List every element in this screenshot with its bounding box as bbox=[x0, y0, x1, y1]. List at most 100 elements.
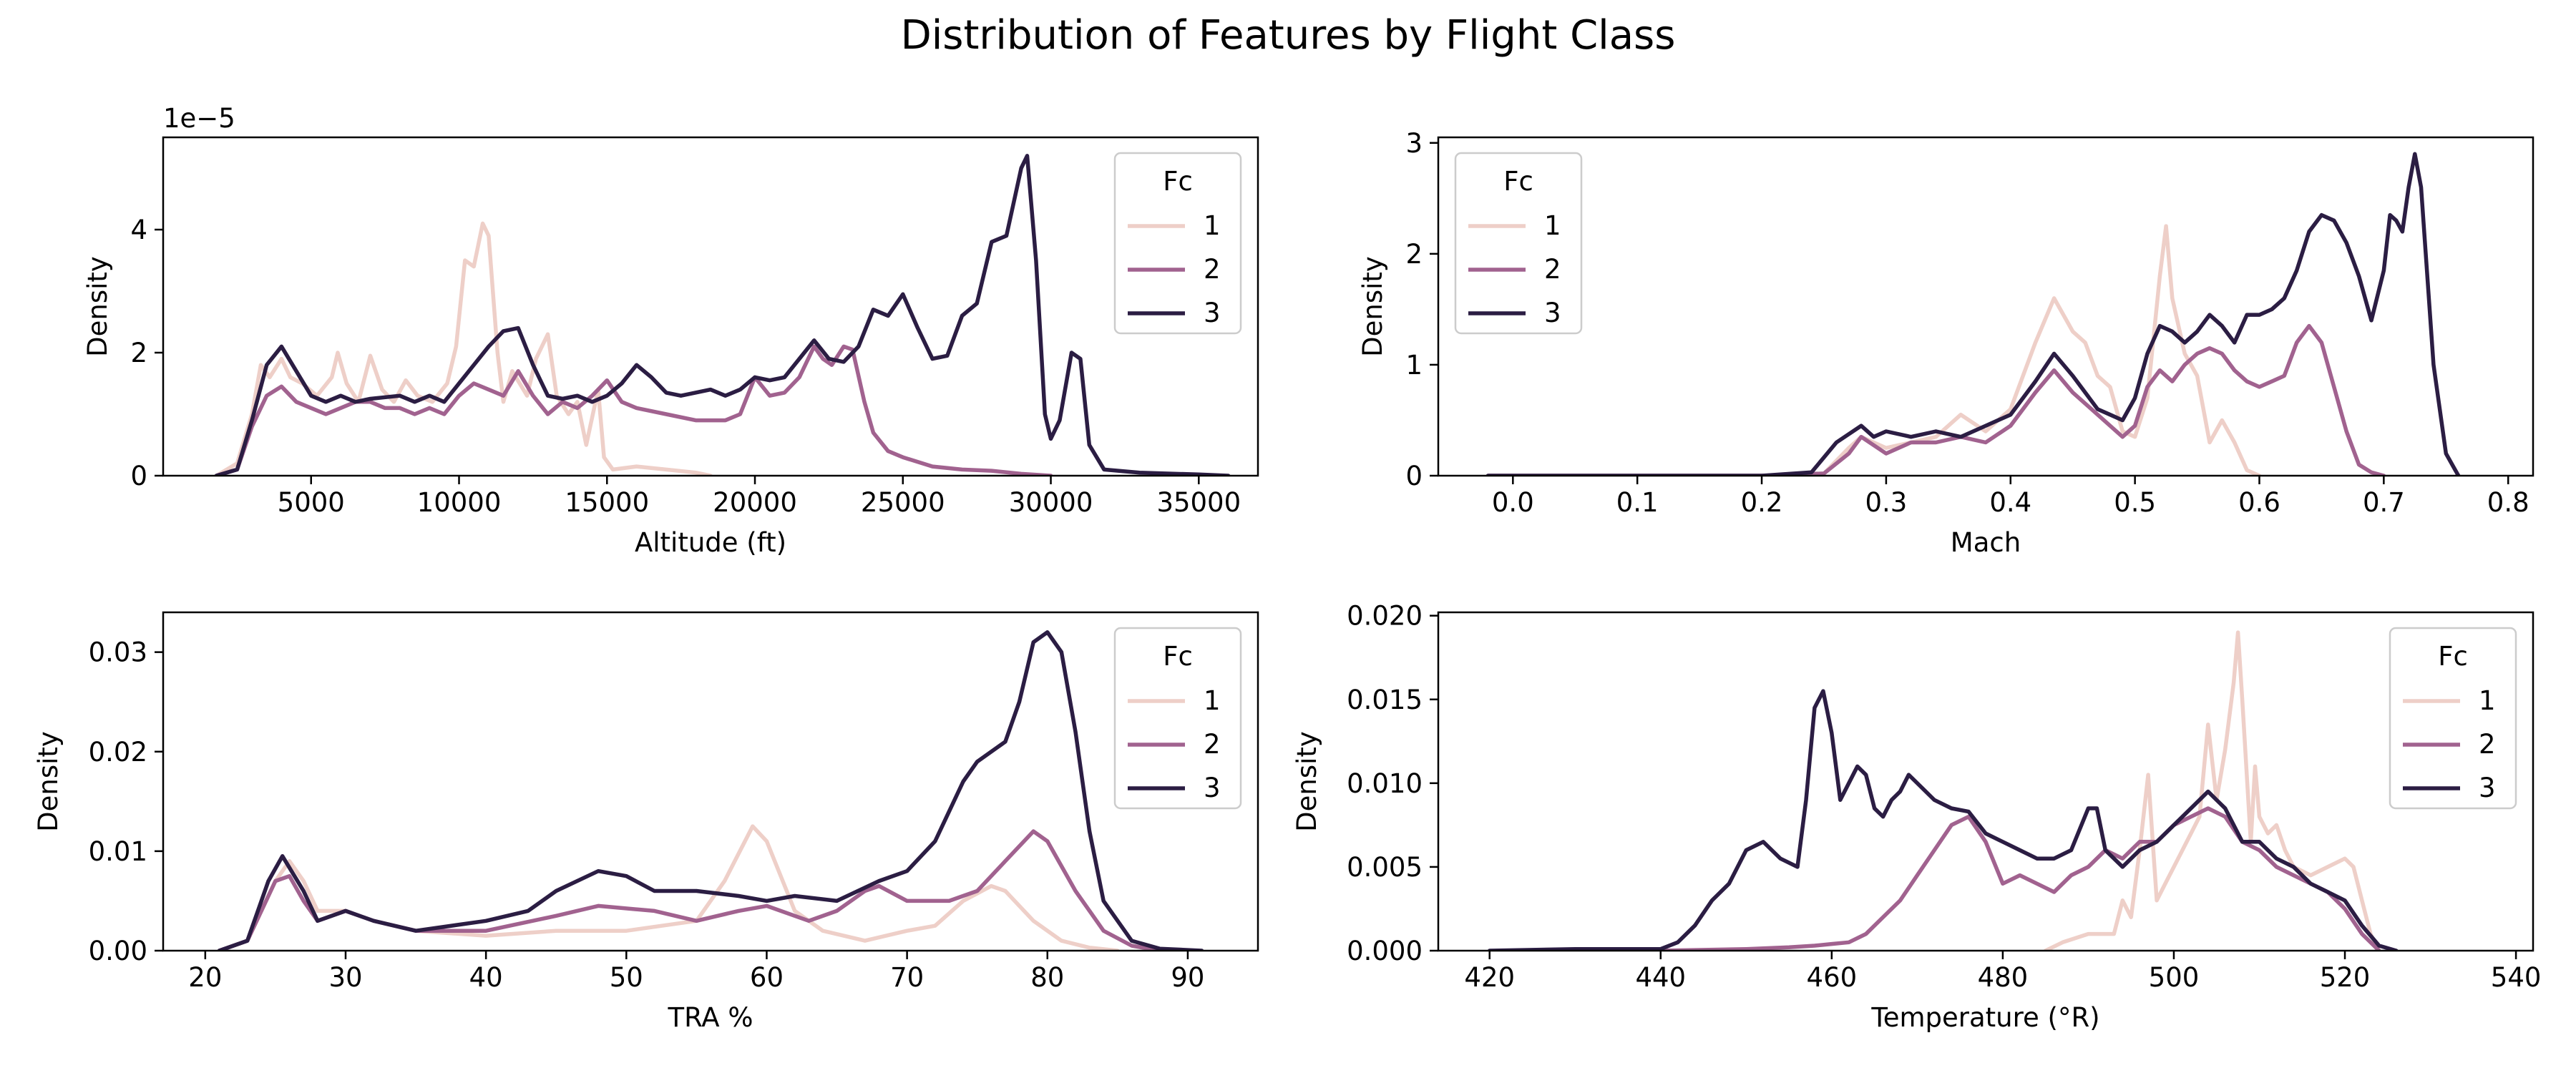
legend-label-1: 1 bbox=[1544, 210, 1561, 241]
axes-frame bbox=[162, 136, 1259, 477]
legend-label-2: 2 bbox=[1544, 254, 1561, 285]
x-tick-label: 5000 bbox=[278, 487, 345, 518]
legend-label-3: 3 bbox=[1204, 773, 1221, 803]
x-tick-label: 480 bbox=[1978, 962, 2029, 993]
axes-frame bbox=[1437, 136, 2534, 477]
x-tick-label: 30 bbox=[328, 962, 362, 993]
legend-label-3: 3 bbox=[1544, 298, 1561, 328]
y-tick-label: 0 bbox=[130, 461, 147, 491]
y-tick-label: 0.020 bbox=[1347, 601, 1423, 632]
legend: Fc 1 2 3 bbox=[1454, 152, 1583, 335]
subplot-4: 420 440 460 480 500 520 540 0.000 0.005 0.010 0.01… bbox=[1292, 601, 2541, 1033]
legend: Fc 1 2 3 bbox=[1113, 627, 1242, 810]
y-tick-label: 0.005 bbox=[1347, 852, 1423, 883]
panels: 5000 10000 15000 20000 25000 30000 35000024Alt… bbox=[33, 103, 2541, 1033]
x-axis-label: Mach bbox=[1951, 527, 2021, 558]
x-tick-label: 520 bbox=[2320, 962, 2371, 993]
x-tick-label: 460 bbox=[1807, 962, 1858, 993]
y-offset-label: 1e−5 bbox=[163, 103, 235, 134]
y-axis-label: Density bbox=[1292, 731, 1322, 832]
x-axis-label: Temperature (°R) bbox=[1870, 1002, 2099, 1033]
series-line-3 bbox=[1485, 152, 2461, 476]
legend-label-3: 3 bbox=[1204, 298, 1221, 328]
x-tick-label: 0.4 bbox=[1989, 487, 2031, 518]
x-tick-label: 540 bbox=[2491, 962, 2542, 993]
y-tick-label: 2 bbox=[130, 338, 147, 368]
series-line-3 bbox=[217, 630, 1204, 951]
y-axis-label: Density bbox=[82, 256, 113, 357]
series-line-2 bbox=[214, 344, 1053, 476]
x-tick-label: 10000 bbox=[417, 487, 502, 518]
series-line-3 bbox=[214, 154, 1231, 476]
legend-label-2: 2 bbox=[2479, 729, 2496, 760]
y-axis-label: Density bbox=[33, 731, 64, 832]
subplot-2: 0.0 0.1 0.2 0.3 0.4 0.5 0.6 0.7 0.8 0 1 2 3 Mach Densi… bbox=[1357, 128, 2534, 558]
series-lines bbox=[214, 154, 1231, 476]
x-tick-label: 0.1 bbox=[1616, 487, 1659, 518]
legend-title: Fc bbox=[1163, 641, 1193, 672]
legend: Fc 1 2 3 bbox=[2389, 627, 2517, 810]
axes-frame bbox=[1437, 611, 2534, 952]
legend: Fc 1 2 3 bbox=[1113, 152, 1242, 335]
x-tick-label: 0.7 bbox=[2363, 487, 2405, 518]
series-line-1 bbox=[217, 824, 1120, 951]
y-tick-label: 0.03 bbox=[89, 637, 147, 668]
x-tick-label: 440 bbox=[1635, 962, 1686, 993]
x-tick-label: 0.5 bbox=[2114, 487, 2156, 518]
series-line-3 bbox=[1487, 689, 2399, 951]
x-tick-label: 30000 bbox=[1009, 487, 1093, 518]
x-tick-label: 40 bbox=[469, 962, 503, 993]
figure-title: Distribution of Features by Flight Class bbox=[901, 12, 1676, 59]
x-tick-label: 70 bbox=[890, 962, 924, 993]
legend-label-2: 2 bbox=[1204, 729, 1221, 760]
x-tick-label: 80 bbox=[1030, 962, 1064, 993]
legend-box bbox=[1454, 152, 1583, 335]
y-tick-label: 0.02 bbox=[89, 737, 147, 768]
subplot-3: 20 30 40 50 60 70 80 90 0.00 0.01 0.02 0.03 TRA % Den… bbox=[33, 611, 1259, 1033]
y-tick-label: 0.00 bbox=[89, 936, 147, 966]
y-tick-label: 0.010 bbox=[1347, 768, 1423, 799]
legend-label-1: 1 bbox=[1204, 210, 1221, 241]
axes-frame bbox=[162, 611, 1259, 952]
legend-title: Fc bbox=[1163, 166, 1193, 197]
x-tick-label: 20000 bbox=[713, 487, 797, 518]
y-tick-label: 2 bbox=[1405, 239, 1423, 270]
x-tick-label: 0.8 bbox=[2487, 487, 2529, 518]
y-tick-label: 0.015 bbox=[1347, 685, 1423, 715]
legend-box bbox=[2389, 627, 2517, 810]
subplot-1: 5000 10000 15000 20000 25000 30000 35000 0 2 4 Alt… bbox=[82, 103, 1259, 558]
y-tick-label: 1 bbox=[1405, 350, 1423, 381]
legend-label-3: 3 bbox=[2479, 773, 2496, 803]
x-tick-label: 420 bbox=[1464, 962, 1515, 993]
y-tick-label: 0 bbox=[1405, 461, 1423, 491]
legend-title: Fc bbox=[2438, 641, 2468, 672]
y-tick-label: 0.01 bbox=[89, 836, 147, 867]
x-tick-label: 60 bbox=[750, 962, 784, 993]
series-lines bbox=[217, 630, 1204, 951]
legend-label-1: 1 bbox=[2479, 685, 2496, 716]
series-line-1 bbox=[214, 221, 713, 476]
x-tick-label: 0.2 bbox=[1741, 487, 1783, 518]
legend-box bbox=[1113, 152, 1242, 335]
series-line-1 bbox=[1485, 224, 2262, 476]
y-axis-label: Density bbox=[1357, 256, 1388, 357]
y-tick-label: 3 bbox=[1405, 128, 1423, 159]
legend-title: Fc bbox=[1503, 166, 1533, 197]
series-lines bbox=[1487, 630, 2399, 951]
x-tick-label: 20 bbox=[188, 962, 222, 993]
x-tick-label: 0.6 bbox=[2238, 487, 2280, 518]
x-axis-label: TRA % bbox=[667, 1002, 753, 1033]
y-tick-label: 0.000 bbox=[1347, 936, 1423, 966]
x-axis-label: Altitude (ft) bbox=[635, 527, 786, 558]
x-tick-label: 50 bbox=[610, 962, 643, 993]
legend-box bbox=[1113, 627, 1242, 810]
x-tick-label: 0.0 bbox=[1492, 487, 1534, 518]
series-line-2 bbox=[1485, 323, 2386, 476]
y-tick-label: 4 bbox=[130, 215, 147, 245]
series-line-1 bbox=[2043, 630, 2381, 951]
x-tick-label: 15000 bbox=[565, 487, 649, 518]
series-lines bbox=[1485, 152, 2461, 476]
x-tick-label: 35000 bbox=[1156, 487, 1241, 518]
x-tick-label: 0.3 bbox=[1865, 487, 1907, 518]
